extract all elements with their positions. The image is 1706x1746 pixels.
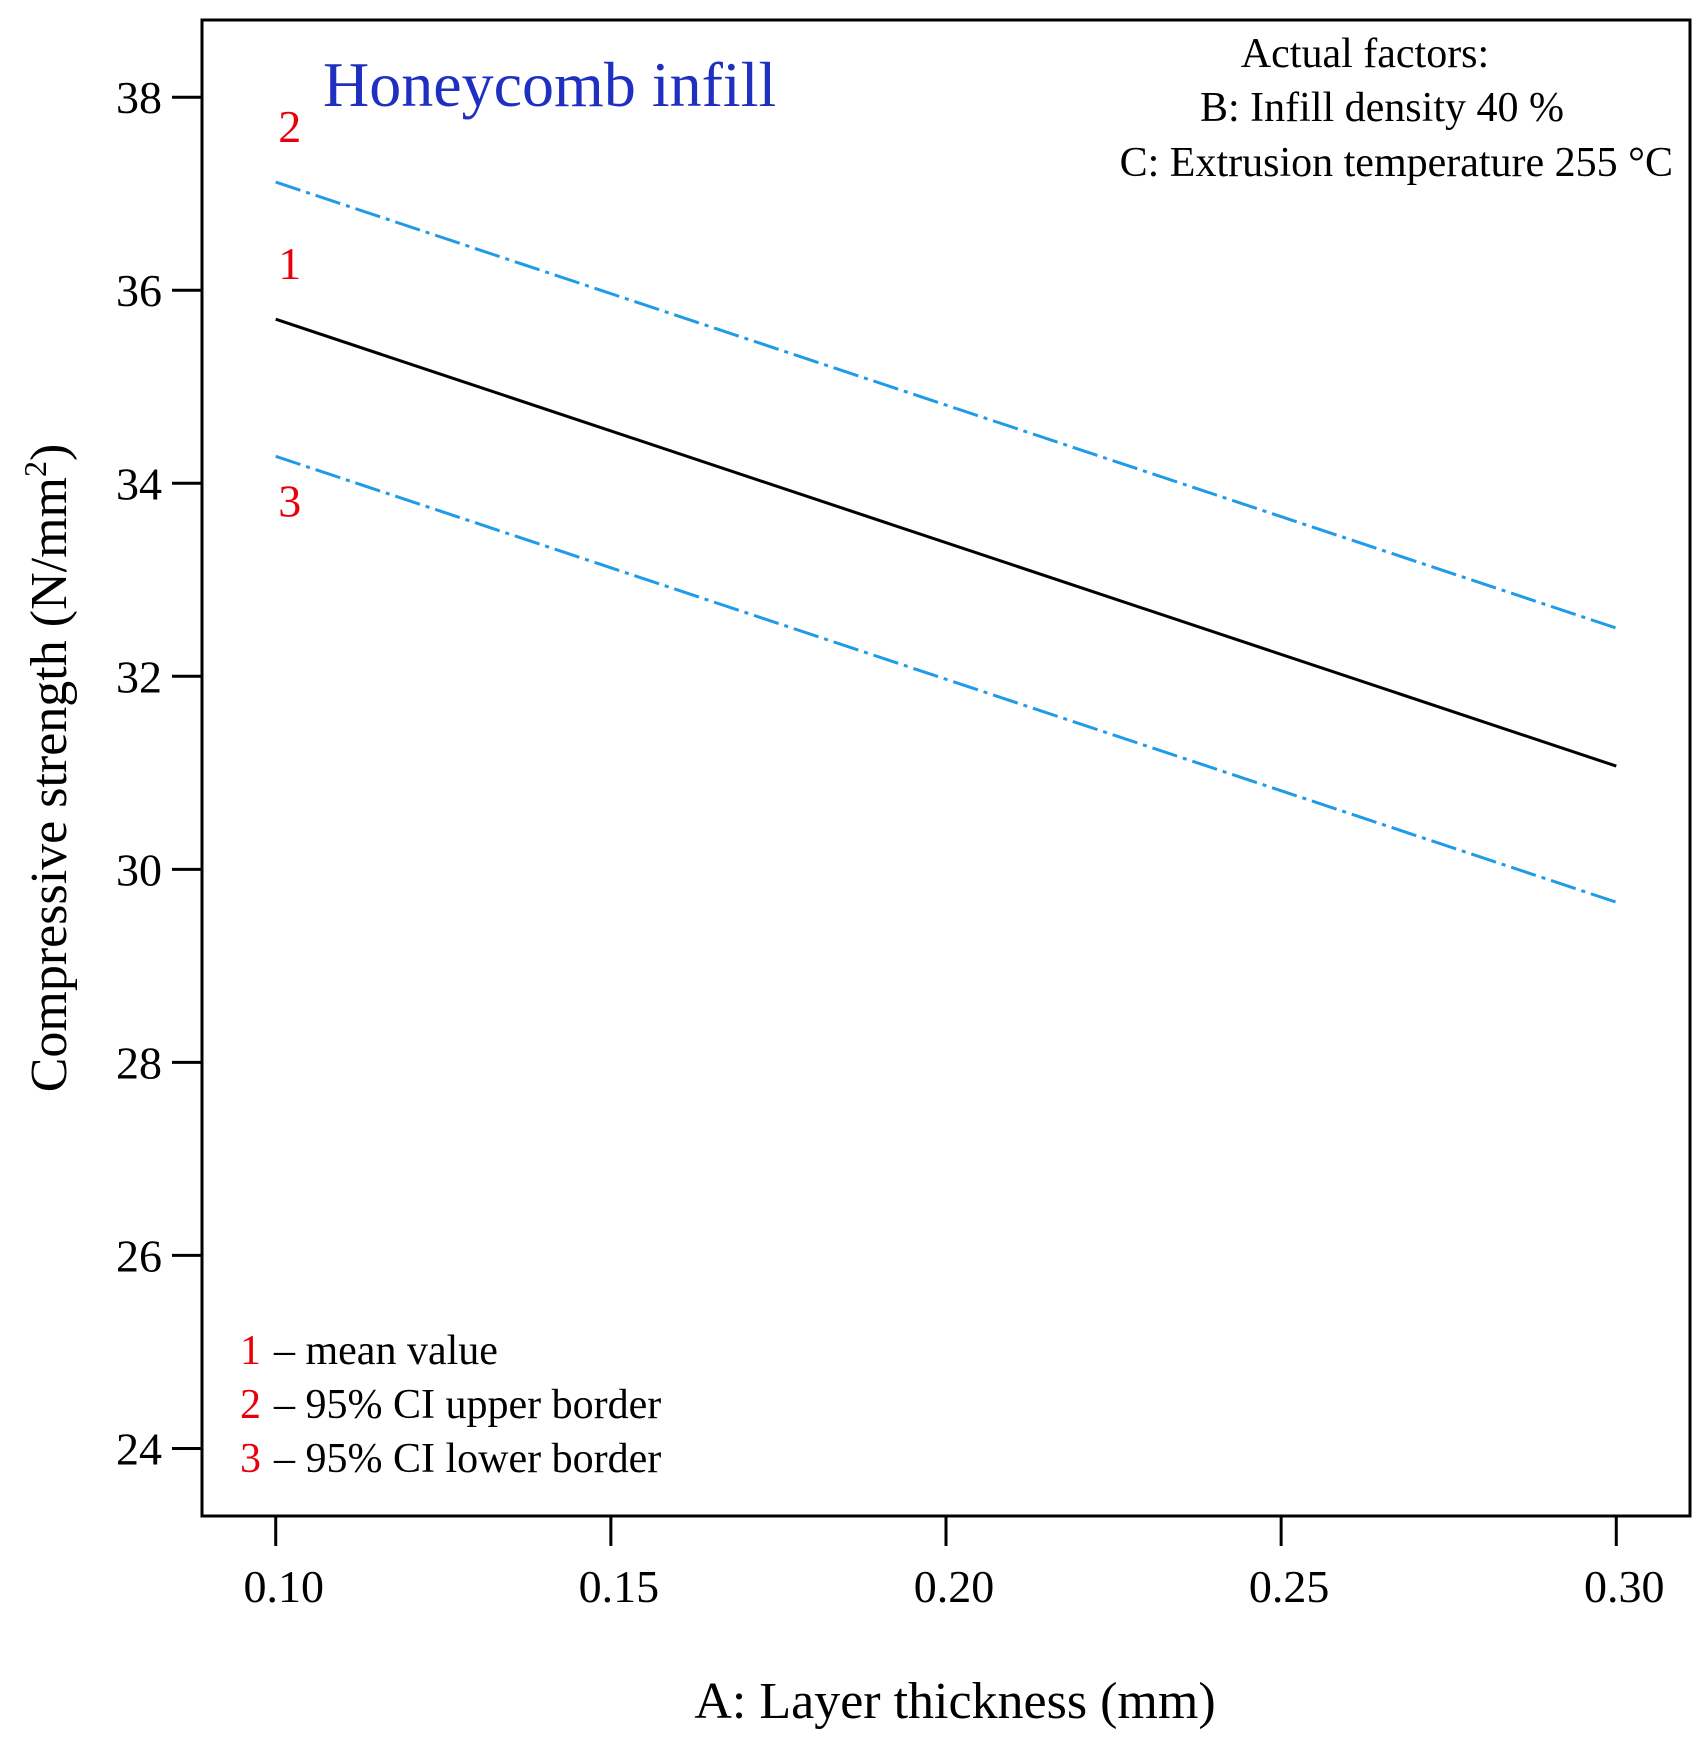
y-tick-label-34: 34 — [116, 458, 162, 509]
series-number-label-3: 3 — [278, 475, 301, 526]
x-tick-label-0.10: 0.10 — [243, 1561, 324, 1612]
chart-title: Honeycomb infill — [323, 49, 776, 120]
y-axis: 24 26 28 30 32 34 36 38 — [116, 72, 202, 1474]
series-number-label-1: 1 — [278, 238, 301, 289]
legend-num-2: 2 — [240, 1382, 261, 1428]
y-axis-title: Compressive strength (N/mm2) — [17, 444, 78, 1093]
series-line-3 — [275, 454, 1617, 904]
actual-factor-b: B: Infill density 40 % — [1200, 85, 1564, 131]
y-axis-title-main: Compressive strength (N/mm — [21, 477, 78, 1092]
y-tick-label-26: 26 — [116, 1230, 162, 1281]
x-tick-label-0.30: 0.30 — [1584, 1561, 1665, 1612]
y-axis-title-close: ) — [21, 444, 78, 461]
legend-text-lower: – 95% CI lower border — [273, 1436, 661, 1482]
y-tick-label-38: 38 — [116, 72, 162, 123]
series-line-1 — [275, 317, 1617, 768]
series-layer — [275, 180, 1617, 904]
plot-frame — [200, 18, 1692, 1518]
legend-text-mean: – mean value — [273, 1328, 498, 1374]
legend-num-1: 1 — [240, 1328, 261, 1374]
y-tick-label-28: 28 — [116, 1037, 162, 1088]
legend-text-upper: – 95% CI upper border — [273, 1382, 661, 1428]
actual-factor-c: C: Extrusion temperature 255 °C — [1120, 140, 1673, 186]
y-tick-label-30: 30 — [116, 844, 162, 895]
x-axis: 0.10 0.15 0.20 0.25 0.30 — [243, 1516, 1665, 1612]
series-number-labels: 2 1 3 — [278, 101, 301, 526]
y-tick-label-36: 36 — [116, 265, 162, 316]
y-axis-title-superscript: 2 — [17, 461, 53, 477]
legend: 1 – mean value 2 – 95% CI upper border 3… — [240, 1328, 661, 1482]
x-axis-title: A: Layer thickness (mm) — [694, 1673, 1215, 1730]
x-tick-label-0.20: 0.20 — [914, 1561, 995, 1612]
y-tick-label-24: 24 — [116, 1423, 162, 1474]
y-tick-label-32: 32 — [116, 651, 162, 702]
legend-num-3: 3 — [240, 1436, 261, 1482]
x-tick-label-0.25: 0.25 — [1249, 1561, 1330, 1612]
actual-factors-heading: Actual factors: — [1241, 31, 1489, 77]
x-tick-label-0.15: 0.15 — [579, 1561, 660, 1612]
series-number-label-2: 2 — [278, 101, 301, 152]
series-line-2 — [275, 180, 1617, 630]
actual-factors: Actual factors: B: Infill density 40 % C… — [1120, 31, 1673, 186]
